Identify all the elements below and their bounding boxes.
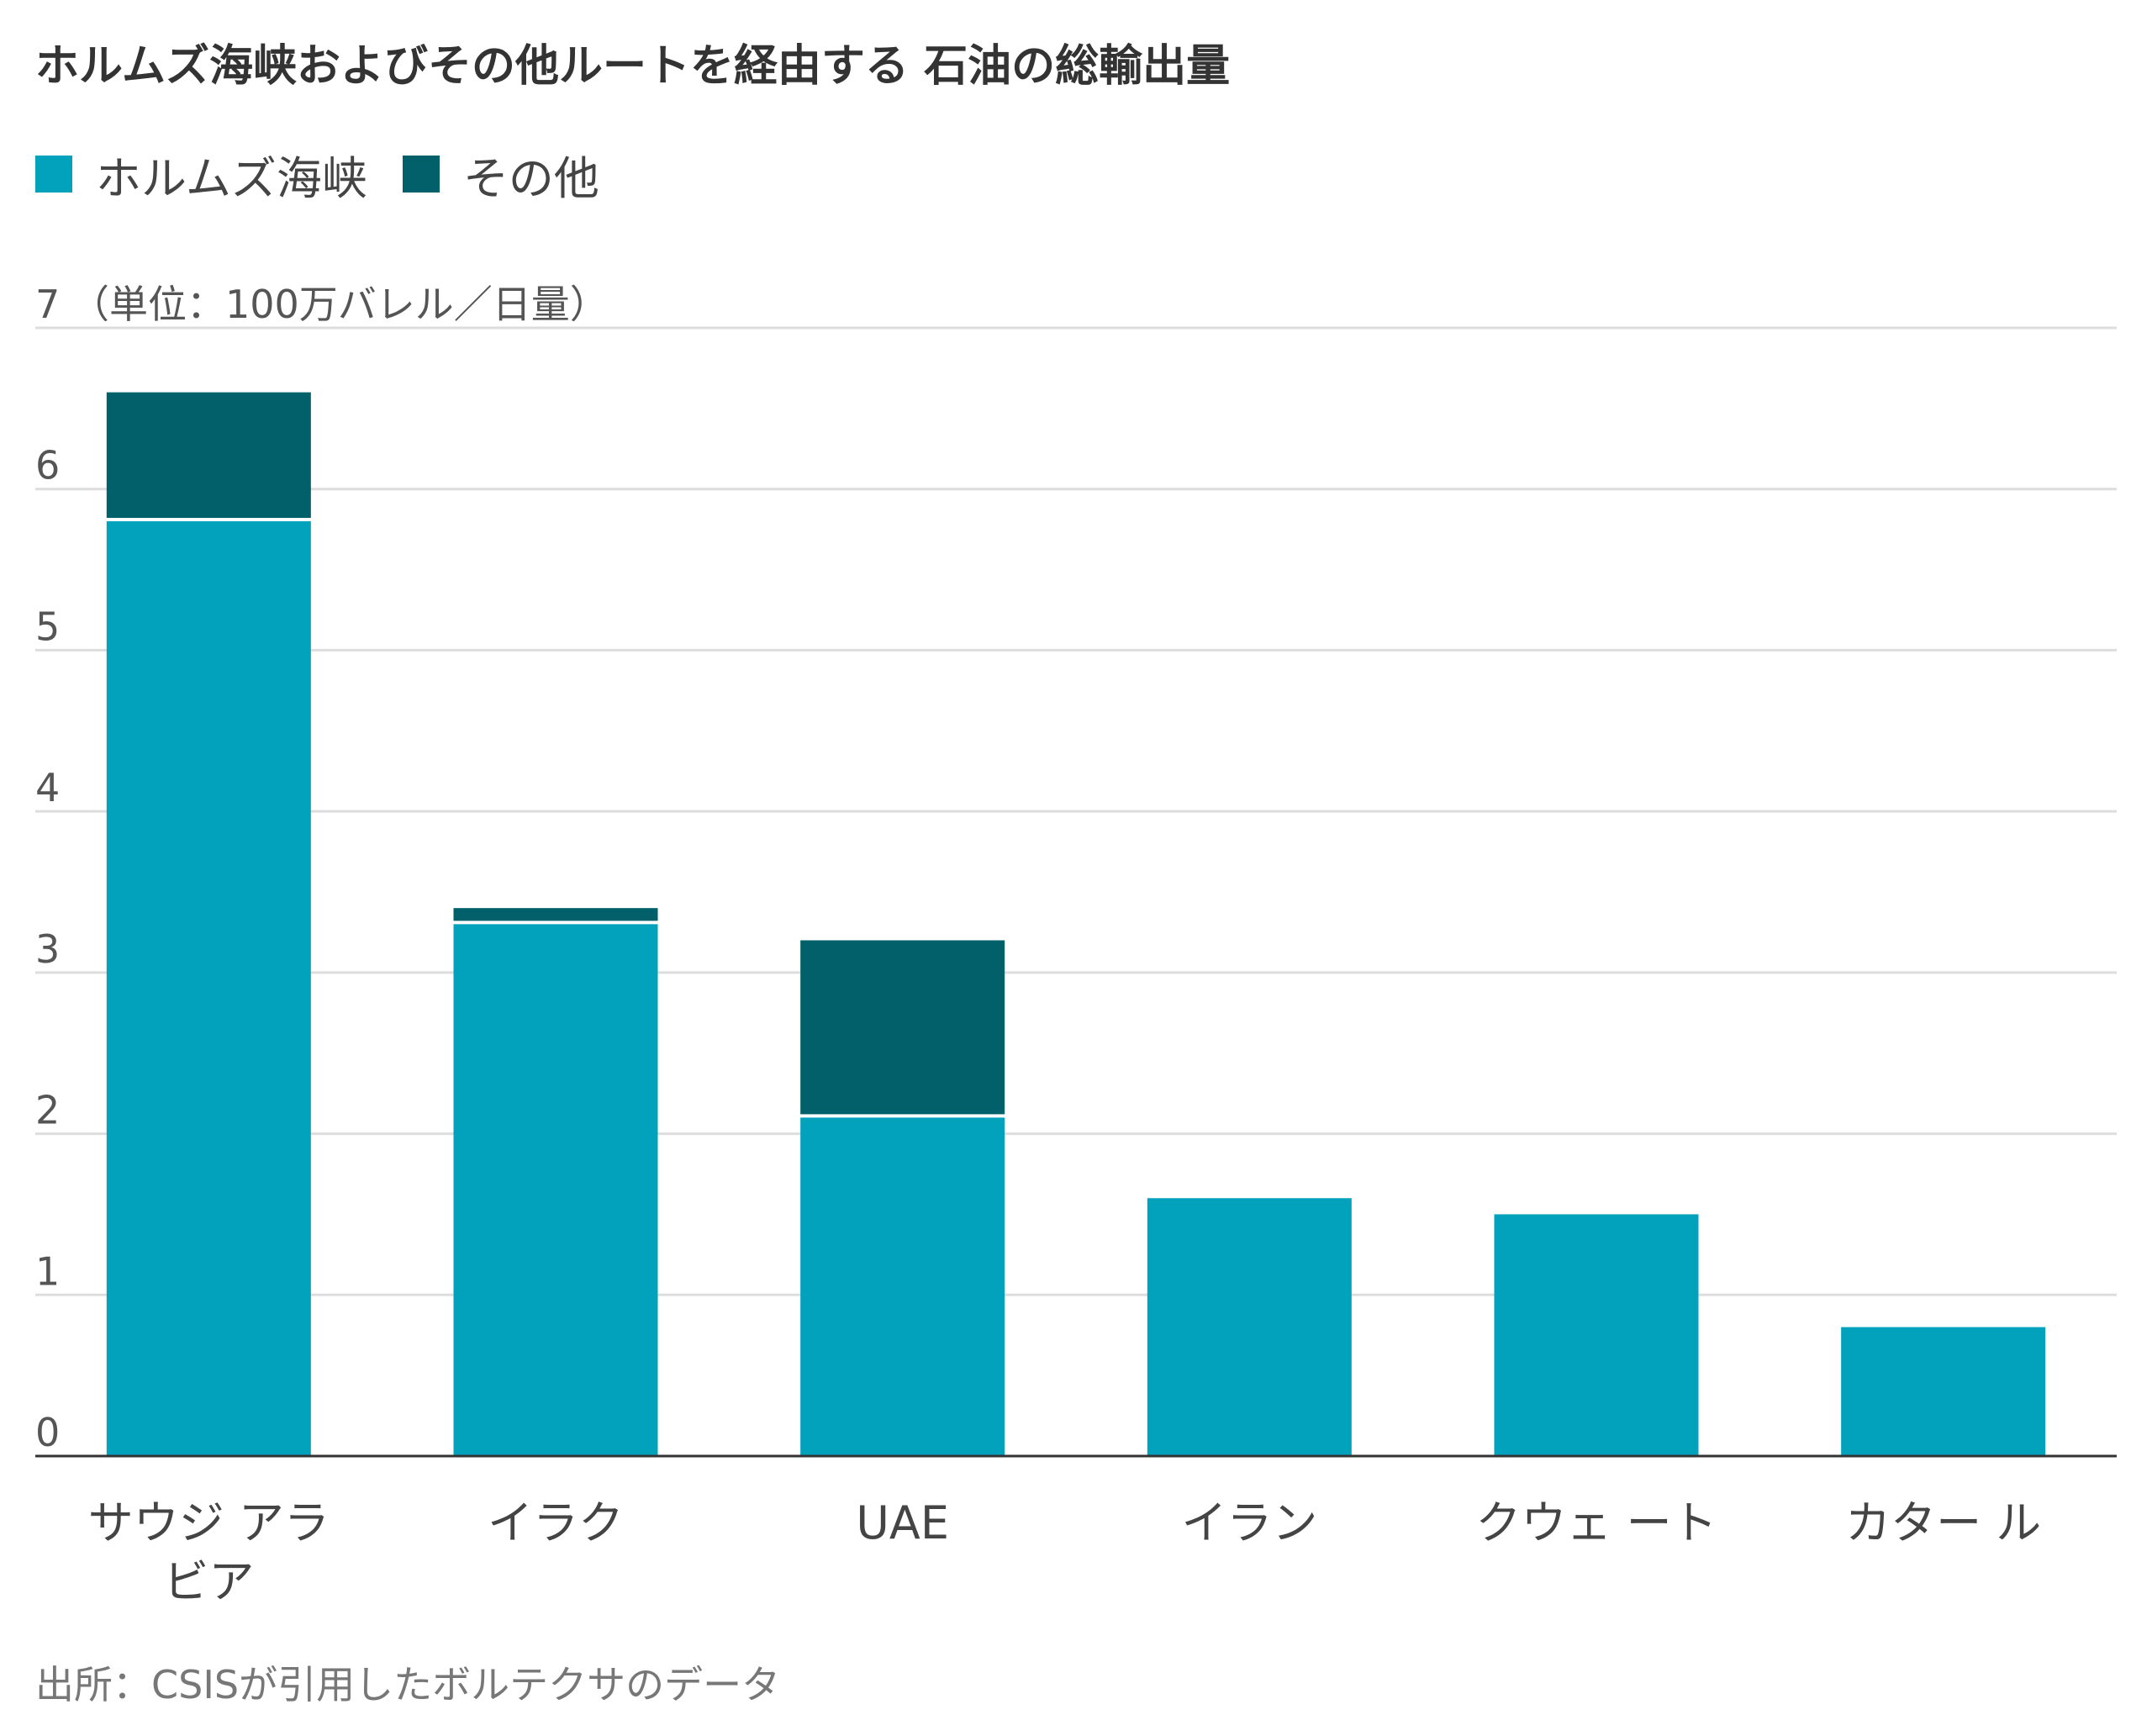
legend-item-hormuz: ホルムズ海峡	[35, 141, 367, 208]
legend-label-other: その他	[462, 151, 599, 205]
bar-other-2	[800, 940, 1005, 1115]
bar-hormuz-4	[1494, 1214, 1699, 1456]
x-tick-label-1: イラク	[488, 1496, 624, 1549]
y-tick-label-7: 7	[35, 282, 60, 327]
legend-swatch-hormuz	[35, 156, 72, 193]
legend: ホルムズ海峡 その他	[35, 145, 635, 205]
legend-swatch-other	[402, 156, 440, 193]
chart-title: ホルムズ海峡およびその他ルートを経由する 石油の総輸出量	[35, 41, 1231, 92]
y-axis-unit-label: （単位：100万バレル／日量）	[71, 282, 609, 327]
legend-label-hormuz: ホルムズ海峡	[96, 151, 367, 205]
y-tick-label-6: 6	[35, 443, 60, 488]
bar-other-1	[453, 908, 658, 921]
x-tick-label-0-line2: ビア	[163, 1555, 254, 1608]
source-note: 出所：CSISが引用したボルテクサのデータ	[35, 1662, 781, 1707]
x-tick-label-4: クウェ ート	[1475, 1496, 1717, 1549]
y-tick-label-4: 4	[35, 765, 60, 810]
bar-hormuz-3	[1147, 1198, 1352, 1456]
bar-hormuz-5	[1841, 1327, 2046, 1456]
x-tick-label-0: サウジ アラ	[88, 1496, 330, 1549]
bar-hormuz-0	[106, 521, 311, 1456]
bar-other-0	[106, 392, 311, 519]
x-tick-label-5: カター ル	[1845, 1496, 2041, 1549]
y-tick-label-1: 1	[35, 1248, 60, 1294]
bar-hormuz-1	[453, 924, 658, 1456]
legend-item-other: その他	[402, 141, 599, 208]
x-tick-label-2: UAE	[856, 1496, 949, 1549]
x-tick-label-3: イラン	[1181, 1496, 1317, 1549]
y-tick-label-0: 0	[35, 1410, 60, 1455]
y-tick-label-3: 3	[35, 926, 60, 972]
y-tick-label-5: 5	[35, 604, 60, 649]
bar-hormuz-2	[800, 1117, 1005, 1456]
y-tick-label-2: 2	[35, 1088, 60, 1133]
